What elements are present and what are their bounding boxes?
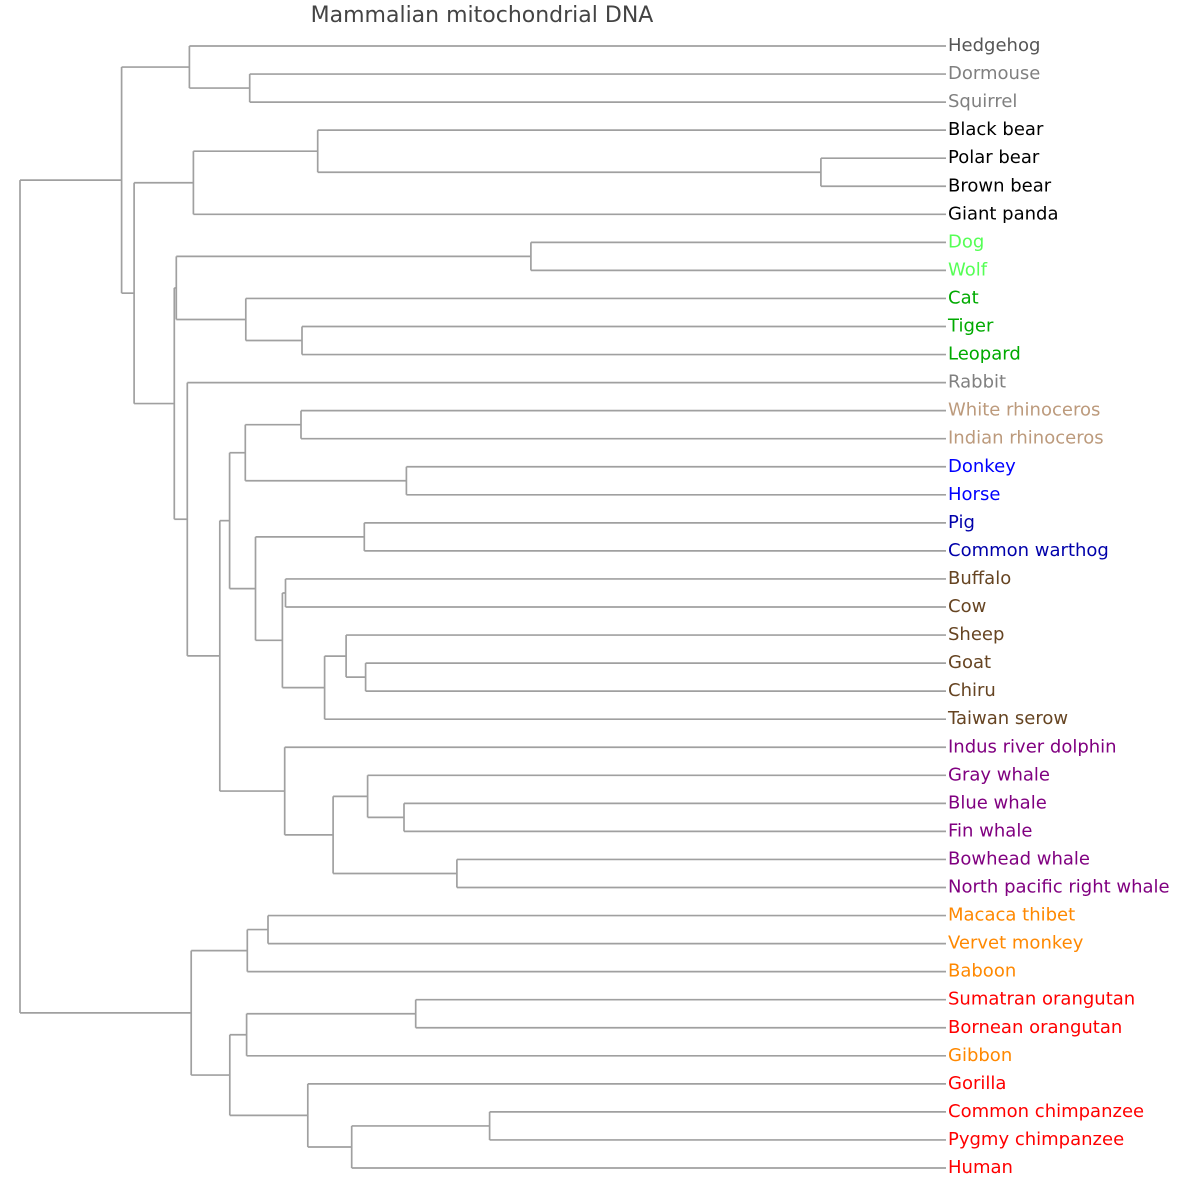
leaf-labels: Hedgehog Dormouse Squirrel Black bear Polar … [947, 35, 1170, 1178]
leaf-label: Chiru [948, 680, 996, 701]
leaf-label: Common warthog [948, 540, 1109, 561]
leaf-label: Blue whale [948, 792, 1047, 813]
leaf-label: Giant panda [948, 203, 1059, 224]
leaf-label: Wolf [948, 259, 988, 280]
leaf-label: Bowhead whale [948, 848, 1090, 869]
leaf-label: Hedgehog [948, 35, 1040, 56]
leaf-label: Dormouse [948, 63, 1040, 84]
leaf-label: Black bear [948, 119, 1044, 140]
leaf-label: Fin whale [948, 820, 1032, 841]
leaf-label: Brown bear [948, 175, 1052, 196]
leaf-label: Tiger [947, 316, 994, 337]
leaf-label: Rabbit [948, 372, 1006, 393]
leaf-label: Common chimpanzee [948, 1101, 1144, 1122]
leaf-label: Cow [948, 596, 986, 617]
leaf-label: Gray whale [948, 764, 1050, 785]
leaf-label: Taiwan serow [947, 708, 1068, 729]
leaf-label: Squirrel [948, 91, 1017, 112]
leaf-label: Gibbon [948, 1045, 1012, 1066]
leaf-label: North pacific right whale [948, 877, 1170, 898]
leaf-label: Leopard [948, 344, 1021, 365]
leaf-label: Indus river dolphin [948, 736, 1117, 757]
leaf-label: Bornean orangutan [948, 1017, 1122, 1038]
leaf-label: Buffalo [948, 568, 1011, 589]
leaf-label: Sumatran orangutan [948, 989, 1135, 1010]
leaf-label: Baboon [948, 961, 1016, 982]
leaf-label: Horse [948, 484, 1000, 505]
leaf-label: Pig [948, 512, 975, 533]
leaf-label: Donkey [948, 456, 1016, 477]
leaf-label: Vervet monkey [948, 933, 1084, 954]
leaf-label: Human [948, 1157, 1013, 1178]
leaf-label: Goat [948, 652, 991, 673]
leaf-label: Macaca thibet [948, 905, 1075, 926]
leaf-label: Dog [948, 231, 984, 252]
branch-lines [19, 45, 946, 1169]
leaf-label: Gorilla [948, 1073, 1006, 1094]
leaf-label: White rhinoceros [948, 400, 1100, 421]
leaf-label: Cat [948, 287, 979, 308]
leaf-label: Polar bear [948, 147, 1040, 168]
leaf-label: Sheep [948, 624, 1004, 645]
leaf-label: Pygmy chimpanzee [948, 1129, 1124, 1150]
leaf-label: Indian rhinoceros [948, 428, 1104, 449]
chart-title: Mammalian mitochondrial DNA [311, 3, 654, 28]
